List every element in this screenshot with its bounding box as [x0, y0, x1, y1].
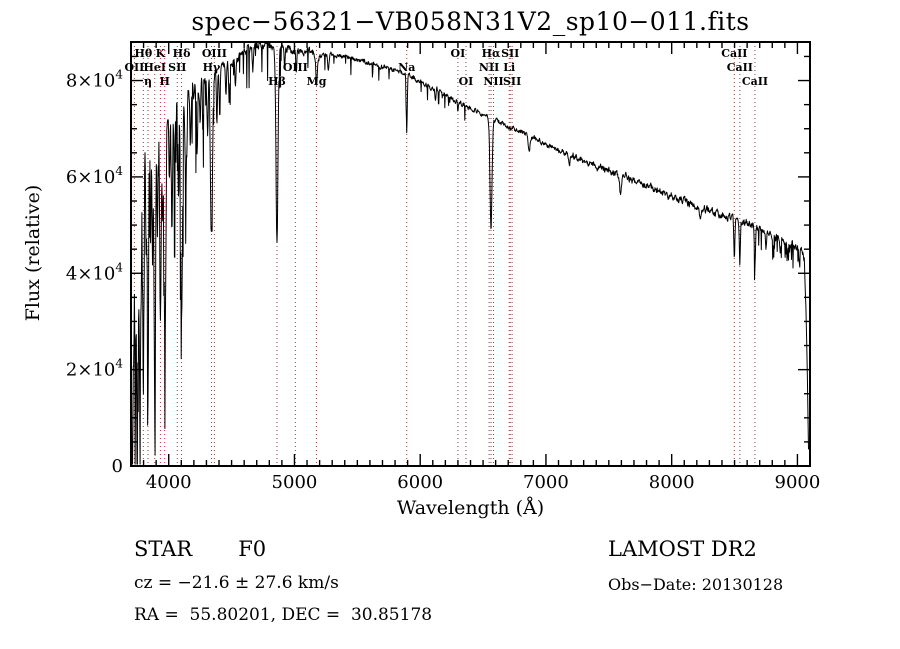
- cz-value: cz = −21.6 ± 27.6 km/s: [134, 573, 339, 593]
- line-label-Hδ: Hδ: [173, 47, 191, 60]
- line-label-K: K: [156, 47, 166, 60]
- x-tick-label: 7000: [523, 472, 569, 493]
- x-tick-label: 6000: [397, 472, 443, 493]
- line-label-SII: SII: [168, 61, 186, 74]
- y-tick-label: 4×104: [66, 260, 123, 284]
- line-label-OI: OI: [451, 47, 466, 60]
- line-label-Hα: Hα: [482, 47, 501, 60]
- line-label-Hβ: Hβ: [268, 75, 286, 88]
- line-label-Hθ: Hθ: [134, 47, 152, 60]
- tick-labels: 4000 5000 6000 7000 8000 9000 0 2×104 4×104 6×104…: [66, 68, 820, 493]
- axis-ticks: [130, 42, 811, 467]
- y-tick-label: 6×104: [66, 164, 123, 188]
- line-label-H: H: [159, 75, 169, 88]
- spectrum-line: [130, 42, 809, 465]
- page-title: spec−56321−VB058N31V2_sp10−011.fits: [191, 7, 750, 36]
- line-label-CaII: CaII: [721, 47, 747, 60]
- line-label-SII: SII: [501, 47, 519, 60]
- y-tick-label: 2×104: [66, 357, 123, 381]
- line-label-Mg: Mg: [307, 75, 327, 88]
- object-class: STAR: [134, 537, 193, 561]
- spectral-line-labels: OIIHθηHeIKHSIIHδHγOIIIHβOIIIMgNaOIOINIIH…: [124, 47, 768, 88]
- line-label-OI: OI: [459, 75, 474, 88]
- plot-frame: [130, 41, 811, 467]
- line-label-CaII: CaII: [742, 75, 768, 88]
- survey-label: LAMOST DR2: [608, 537, 757, 561]
- x-tick-label: 5000: [272, 472, 318, 493]
- ra-dec-values: RA = 55.80201, DEC = 30.85178: [134, 605, 433, 625]
- line-label-NII: NII: [479, 61, 499, 74]
- line-label-Hγ: Hγ: [203, 61, 221, 74]
- x-axis-label: Wavelength (Å): [396, 497, 545, 519]
- line-label-NII: NII: [483, 75, 503, 88]
- line-label-OII: OII: [124, 61, 144, 74]
- line-label-η: η: [144, 75, 152, 88]
- y-tick-label: 0: [112, 456, 123, 477]
- line-label-Na: Na: [398, 61, 415, 74]
- object-classification-line: STAR F0: [134, 537, 266, 562]
- y-tick-label: 8×104: [66, 68, 123, 92]
- line-label-OIII: OIII: [202, 47, 227, 60]
- line-label-Li: Li: [503, 61, 515, 74]
- x-tick-label: 4000: [146, 472, 192, 493]
- line-label-HeI: HeI: [143, 61, 166, 74]
- obs-date: Obs−Date: 20130128: [608, 575, 784, 594]
- object-subclass: F0: [238, 537, 267, 561]
- line-label-OIII: OIII: [283, 61, 308, 74]
- line-label-SII: SII: [503, 75, 521, 88]
- x-tick-label: 9000: [775, 472, 821, 493]
- line-label-CaII: CaII: [727, 61, 753, 74]
- x-tick-label: 8000: [649, 472, 695, 493]
